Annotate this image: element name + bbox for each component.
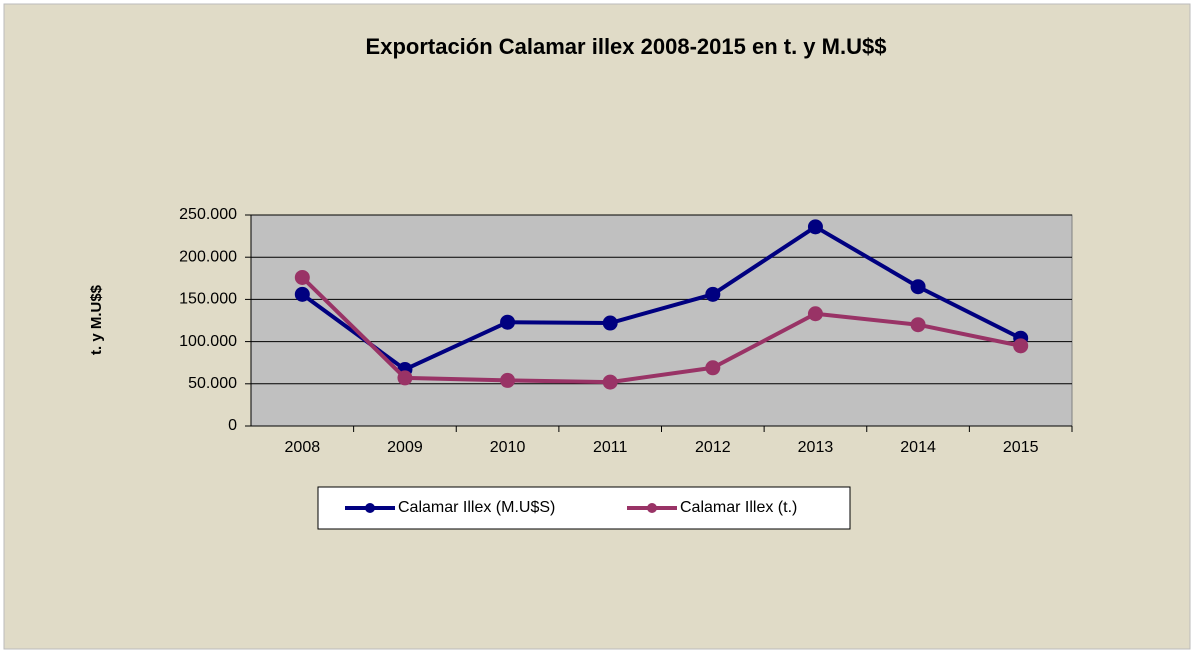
x-tick-label: 2009	[387, 439, 423, 456]
y-tick-label: 150.000	[179, 291, 237, 308]
y-tick-label: 250.000	[179, 206, 237, 223]
data-point	[397, 370, 413, 386]
legend-marker	[365, 503, 375, 513]
series-line	[300, 276, 1022, 385]
x-tick-label: 2013	[798, 439, 834, 456]
plot-area	[250, 214, 1073, 427]
chart-title: Exportación Calamar illex 2008-2015 en t…	[366, 34, 887, 59]
data-point	[602, 374, 618, 390]
series-line	[301, 224, 1022, 372]
x-tick-label: 2014	[900, 439, 936, 456]
data-point	[294, 269, 310, 285]
data-point	[807, 306, 823, 322]
data-point	[1013, 338, 1029, 354]
y-axis-label: t. y M.U$$	[88, 284, 105, 355]
legend-label: Calamar Illex (t.)	[680, 499, 797, 516]
data-point	[910, 317, 926, 333]
x-tick-label: 2011	[593, 439, 628, 456]
data-point	[705, 286, 721, 302]
y-tick-label: 100.000	[179, 333, 237, 350]
y-tick-label: 200.000	[179, 248, 237, 265]
data-point	[294, 286, 310, 302]
data-point	[500, 372, 516, 388]
x-tick-label: 2010	[490, 439, 526, 456]
data-point	[807, 219, 823, 235]
data-point	[602, 315, 618, 331]
y-tick-label: 0	[228, 417, 237, 434]
legend	[317, 486, 851, 530]
y-tick-label: 50.000	[188, 375, 237, 392]
legend-marker	[647, 503, 657, 513]
data-point	[500, 314, 516, 330]
x-tick-label: 2012	[695, 439, 731, 456]
data-point	[705, 360, 721, 376]
data-point	[910, 279, 926, 295]
x-tick-label: 2008	[285, 439, 321, 456]
x-tick-label: 2015	[1003, 439, 1039, 456]
legend-label: Calamar Illex (M.U$S)	[398, 499, 555, 516]
